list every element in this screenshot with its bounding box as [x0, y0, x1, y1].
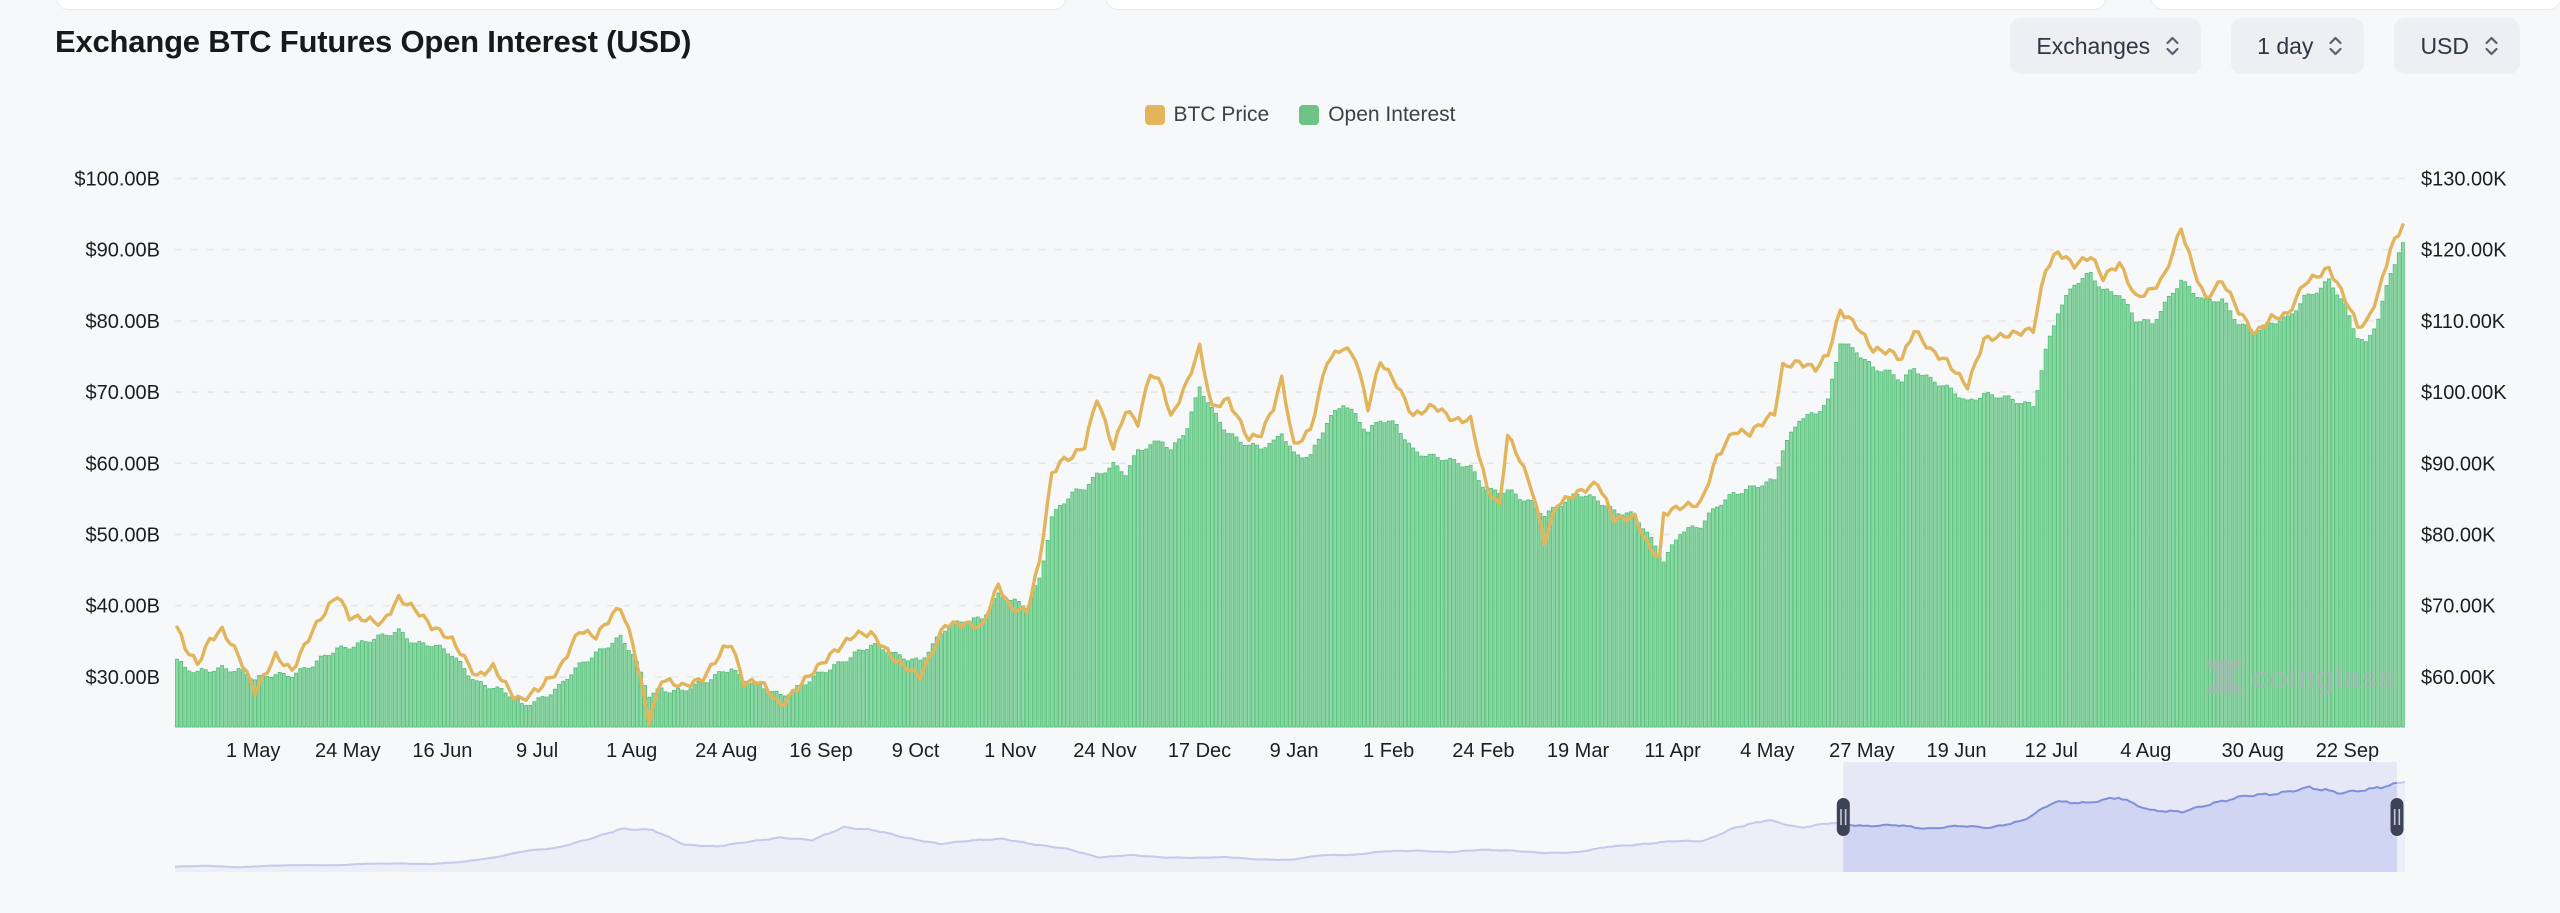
chevron-updown-icon [2166, 36, 2179, 56]
navigator-handle-right[interactable] [2390, 798, 2404, 836]
currency-select[interactable]: USD [2394, 18, 2520, 74]
x-axis-tick-label: 19 Mar [1547, 740, 1610, 762]
x-axis-tick-label: 9 Jul [516, 740, 558, 762]
left-axis-tick-label: $30.00B [85, 667, 160, 689]
legend-item-btc-price[interactable]: BTC Price [1144, 103, 1270, 127]
right-axis-tick-label: $100.00K [2421, 382, 2507, 404]
legend-label-open-interest: Open Interest [1328, 103, 1456, 126]
left-axis-tick-label: $40.00B [85, 596, 160, 618]
x-axis-tick-label: 24 Nov [1073, 740, 1136, 762]
watermark: coinglass [2206, 660, 2395, 695]
x-axis-tick-label: 24 May [315, 740, 381, 762]
left-axis-tick-label: $90.00B [85, 240, 160, 262]
exchanges-select-label: Exchanges [2036, 32, 2151, 59]
legend-item-open-interest[interactable]: Open Interest [1299, 103, 1455, 127]
right-axis-tick-label: $90.00K [2421, 453, 2496, 475]
x-axis-tick-label: 9 Oct [892, 740, 940, 762]
navigator-selection-window[interactable] [1843, 762, 2397, 872]
page-title: Exchange BTC Futures Open Interest (USD) [55, 24, 692, 59]
x-axis-tick-label: 24 Feb [1452, 740, 1514, 762]
right-axis-tick-label: $110.00K [2421, 311, 2506, 333]
x-axis-tick-label: 4 Aug [2120, 740, 2171, 762]
left-axis-tick-label: $100.00B [74, 169, 160, 191]
x-axis-tick-label: 16 Sep [789, 740, 852, 762]
right-axis-tick-label: $70.00K [2421, 596, 2496, 618]
chevron-updown-icon [2329, 36, 2343, 56]
x-axis-tick-label: 22 Sep [2316, 740, 2379, 762]
legend-label-btc-price: BTC Price [1173, 103, 1270, 126]
navigator-unselected-left [175, 762, 1844, 872]
x-axis-tick-label: 1 Feb [1363, 740, 1414, 762]
coinglass-wordmark: coinglass [2252, 660, 2395, 695]
x-axis-tick-label: 30 Aug [2222, 740, 2284, 762]
chevron-updown-icon [2485, 36, 2498, 56]
x-axis-tick-label: 11 Apr [1644, 740, 1701, 762]
open-interest-bars-series[interactable] [175, 242, 2405, 728]
legend-swatch-open-interest [1299, 105, 1320, 125]
x-axis-tick-label: 16 Jun [412, 740, 472, 762]
left-axis-tick-label: $70.00B [85, 382, 160, 404]
x-axis-tick-label: 4 May [1740, 740, 1794, 762]
right-axis-tick-label: $80.00K [2421, 525, 2496, 547]
left-axis-tick-label: $80.00B [85, 311, 160, 333]
timeframe-select[interactable]: 1 day [2231, 18, 2365, 74]
x-axis-tick-label: 9 Jan [1270, 740, 1319, 762]
exchanges-select[interactable]: Exchanges [2010, 18, 2202, 74]
right-axis-tick-label: $60.00K [2421, 667, 2496, 689]
right-axis-tick-label: $120.00K [2421, 240, 2507, 262]
x-axis-tick-label: 12 Jul [2025, 740, 2078, 762]
x-axis-tick-label: 27 May [1829, 740, 1895, 762]
x-axis-tick-label: 1 May [226, 740, 280, 762]
timeframe-select-label: 1 day [2257, 32, 2314, 59]
coinglass-logo-icon [2206, 660, 2242, 694]
right-axis-tick-label: $130.00K [2421, 169, 2507, 191]
x-axis-tick-label: 24 Aug [695, 740, 757, 762]
x-axis-tick-label: 19 Jun [1926, 740, 1986, 762]
legend-swatch-btc-price [1144, 105, 1165, 125]
chart-controls: Exchanges 1 day USD [2010, 18, 2520, 74]
left-axis-tick-label: $50.00B [85, 525, 160, 547]
x-axis-tick-label: 17 Dec [1168, 740, 1231, 762]
chart-legend: BTC Price Open Interest [1090, 103, 1510, 127]
btc-price-line-series[interactable] [175, 223, 2405, 727]
x-axis-tick-label: 1 Aug [606, 740, 657, 762]
left-axis-tick-label: $60.00B [85, 453, 160, 475]
x-axis-tick-label: 1 Nov [984, 740, 1036, 762]
currency-select-label: USD [2420, 32, 2469, 59]
navigator-handle-left[interactable] [1836, 798, 1850, 836]
